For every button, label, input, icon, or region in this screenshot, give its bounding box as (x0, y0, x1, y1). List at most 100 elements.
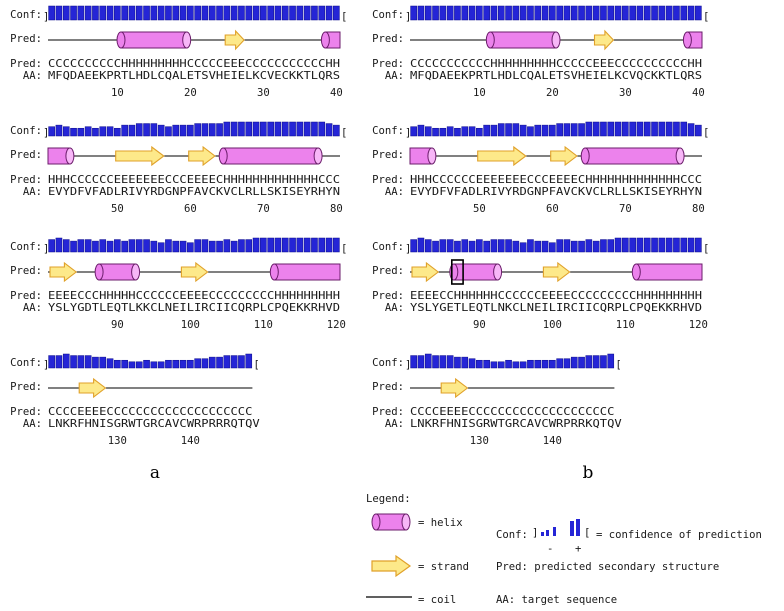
legend-conf-minus: - (547, 543, 553, 555)
conf-bar (77, 355, 85, 369)
conf-bar (614, 121, 622, 137)
conf-bar (592, 5, 600, 21)
conf-bar (461, 5, 469, 21)
helix-segment (269, 263, 341, 281)
conf-bar (143, 239, 150, 253)
panel-label-a: a (150, 463, 160, 483)
helix-cap-right (65, 147, 75, 165)
conf-bar (636, 5, 644, 21)
conf-bar (172, 359, 180, 369)
aa-sequence: EVYDFVFADLRIVYRDGNPFAVCKVCLRLLSKISEYRHYN (410, 186, 702, 198)
block-b-3: Conf:Pred:Pred:AA:] [EEEECCHHHHHHCCCCCCEE… (372, 237, 709, 331)
helix-segment (580, 147, 685, 165)
conf-bar (483, 240, 490, 253)
legend-helix-icon (371, 513, 411, 531)
conf-bar (187, 5, 194, 21)
conf-bar (303, 5, 311, 21)
helix-body (584, 147, 681, 165)
conf-bar (432, 355, 439, 369)
helix-cap-left (116, 31, 126, 49)
aa-label: AA: (385, 302, 404, 314)
helix-cap-left (580, 147, 590, 165)
conf-bar (165, 239, 172, 253)
pred-sequence: HHHCCCCCCEEEEEEECCCEEEECHHHHHHHHHHHHHCCC (48, 174, 340, 186)
conf-bar (208, 5, 216, 21)
conf-bar (143, 5, 150, 21)
conf-bar (505, 5, 512, 21)
conf-bar (333, 124, 340, 137)
conf-bar (497, 361, 505, 369)
conf-bar (570, 356, 578, 369)
conf-bar (281, 121, 289, 137)
tick-label: 130 (470, 435, 489, 447)
conf-bar (600, 355, 607, 369)
conf-bar (311, 121, 318, 137)
conf-bar (439, 5, 447, 21)
conf-bar (651, 121, 658, 137)
tick-label: 60 (184, 203, 197, 215)
conf-bar (238, 355, 245, 369)
conf-bar (505, 123, 512, 137)
conf-bar (432, 240, 439, 253)
conf-bar (680, 237, 688, 253)
conf-bar (201, 358, 209, 369)
conf-bar (179, 359, 187, 369)
panels: Conf:Pred:Pred:AA:] [CCCCCCCCCCHHHHHHHHHC… (10, 5, 709, 447)
conf-bar (99, 239, 107, 253)
conf-bar (238, 239, 245, 253)
legend-conf-plus: + (575, 543, 581, 555)
pred-sequence: CCCCEEEECCCCCCCCCCCCCCCCCCCC (48, 406, 252, 418)
conf-bar (106, 5, 114, 21)
conf-bar (512, 361, 520, 369)
aa-sequence: MFQDAEEKPRTLHDLCQALETSVHEIELKCVECKKTLQRS (48, 70, 340, 82)
conf-bar (410, 126, 417, 137)
conf-bar (48, 5, 55, 21)
tick-label: 70 (257, 203, 270, 215)
tick-label: 40 (692, 87, 705, 99)
conf-bar (592, 355, 600, 369)
conf-bar (527, 126, 534, 137)
conf-bar (629, 237, 636, 253)
conf-bracket-right: [ (341, 127, 347, 139)
tick-label: 100 (543, 319, 562, 331)
legend-strand-icon (371, 554, 412, 578)
conf-bar (179, 240, 187, 253)
conf-bar (267, 5, 274, 21)
conf-bar (187, 124, 194, 137)
conf-bar (208, 356, 216, 369)
helix-cap-right (131, 263, 141, 281)
conf-bar (77, 239, 85, 253)
conf-bar (490, 124, 498, 137)
conf-bar (201, 239, 209, 253)
conf-bar (534, 240, 542, 253)
conf-bar (468, 358, 476, 369)
conf-bracket-right: [ (615, 359, 621, 371)
conf-bar (311, 237, 318, 253)
conf-bar (600, 5, 607, 21)
conf-bar (585, 355, 593, 369)
strand-arrow (411, 261, 440, 283)
conf-bar (245, 239, 253, 253)
tick-label: 140 (543, 435, 562, 447)
conf-bar (281, 5, 289, 21)
conf-bar (534, 124, 542, 137)
svg-text:[: [ (584, 527, 590, 539)
conf-bar (289, 237, 296, 253)
conf-bar (216, 240, 223, 253)
conf-bar (187, 242, 194, 253)
conf-label: Conf: (10, 357, 42, 369)
conf-bar (673, 121, 680, 137)
conf-bar (223, 239, 231, 253)
conf-bar (55, 355, 63, 369)
conf-bar (201, 123, 209, 137)
conf-bar (643, 237, 651, 253)
conf-bar (267, 237, 274, 253)
pred-label: Pred: (10, 265, 42, 277)
conf-label: Conf: (372, 9, 404, 21)
conf-bar (121, 124, 128, 137)
conf-bracket-left: ] (405, 11, 411, 23)
conf-bar (578, 240, 585, 253)
tick-label: 50 (111, 203, 124, 215)
conf-bar (607, 121, 615, 137)
helix-segment (682, 31, 703, 49)
